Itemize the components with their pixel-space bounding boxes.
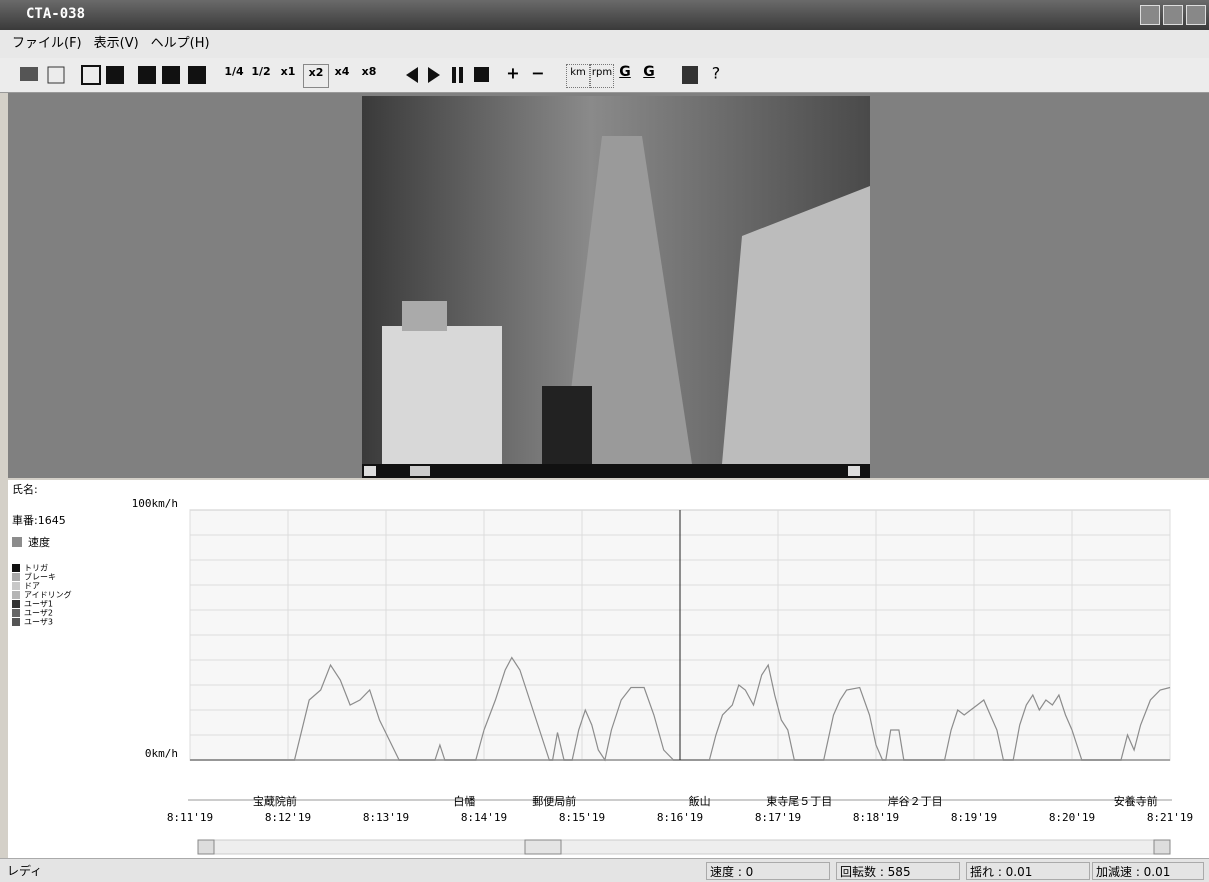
layout-3-icon[interactable]: [162, 66, 180, 84]
legend-label: ユーザ2: [24, 609, 53, 618]
legend-label: ブレーキ: [24, 572, 56, 582]
unit-button[interactable]: G: [638, 64, 660, 86]
layout-5-icon[interactable]: [188, 66, 206, 84]
x-tick-label: 8:17'19: [755, 811, 801, 824]
open-icon[interactable]: [20, 67, 38, 81]
legend-label: アイドリング: [24, 590, 72, 600]
x-tick-label: 8:18'19: [853, 811, 899, 824]
restore-button[interactable]: [1163, 5, 1183, 25]
legend-swatch: [12, 618, 20, 626]
export-icon[interactable]: [48, 67, 64, 83]
x-tick-label: 8:16'19: [657, 811, 703, 824]
status-field: 速度 : 0: [706, 862, 830, 880]
legend-swatch: [12, 573, 20, 581]
station-label: 東寺尾５丁目: [766, 795, 832, 808]
zoom-out-icon[interactable]: −: [531, 64, 544, 83]
menu-item[interactable]: 表示(V): [94, 36, 139, 51]
zoom-in-icon[interactable]: +: [506, 64, 519, 83]
title-bar: CTA-038: [0, 0, 1209, 30]
stop-button[interactable]: [474, 67, 489, 82]
app-window: CTA-038 ファイル(F)表示(V)ヘルプ(H) + − ? 1/41/2x…: [0, 0, 1209, 881]
status-field: 回転数 : 585: [836, 862, 960, 880]
station-label: 飯山: [689, 794, 711, 808]
scroll-thumb[interactable]: [525, 840, 561, 854]
status-field: 加減速 : 0.01: [1092, 862, 1204, 880]
speed-button[interactable]: x8: [357, 64, 381, 86]
vehicle-number: 車番:1645: [12, 513, 66, 527]
legend-swatch: [12, 600, 20, 608]
legend-label: ドア: [24, 582, 40, 591]
unit-button[interactable]: G: [614, 64, 636, 86]
speed-button[interactable]: x2: [303, 64, 329, 88]
pause-button[interactable]: [452, 67, 456, 83]
driver-name-label: 氏名:: [12, 482, 38, 496]
scrollbar-track: [198, 840, 1170, 854]
layout-4-icon[interactable]: [82, 66, 100, 84]
layout-1-icon[interactable]: [106, 66, 124, 84]
x-tick-label: 8:21'19: [1147, 811, 1193, 824]
toolbar-icons-2: ?: [676, 58, 736, 92]
video-frame: [362, 96, 870, 478]
back-button[interactable]: [406, 67, 418, 83]
legend-swatch: [12, 582, 20, 590]
speed-button[interactable]: x1: [276, 64, 300, 86]
station-label: 岸谷２丁目: [888, 795, 943, 808]
legend-label: ユーザ1: [24, 600, 53, 609]
help-icon[interactable]: ?: [712, 64, 721, 83]
speed-button[interactable]: 1/4: [222, 64, 246, 86]
layout-2-icon[interactable]: [138, 66, 156, 84]
legend-label: トリガ: [24, 563, 48, 573]
x-tick-label: 8:20'19: [1049, 811, 1095, 824]
x-tick-label: 8:12'19: [265, 811, 311, 824]
x-tick-label: 8:19'19: [951, 811, 997, 824]
legend-label: ユーザ3: [24, 618, 53, 627]
x-tick-label: 8:15'19: [559, 811, 605, 824]
play-button[interactable]: [428, 67, 440, 83]
scroll-left[interactable]: [198, 840, 214, 854]
minimize-button[interactable]: [1140, 5, 1160, 25]
menu-item[interactable]: ファイル(F): [12, 36, 82, 51]
unit-button[interactable]: rpm: [590, 64, 614, 88]
legend-label: 速度: [28, 535, 50, 549]
x-tick-label: 8:13'19: [363, 811, 409, 824]
pause-button-bar: [459, 67, 463, 83]
x-tick-label: 8:11'19: [167, 811, 213, 824]
legend-swatch: [12, 537, 22, 547]
chart-panel: 氏名: 車番:1645 8:11'19 8:12'19 8:13'19 8:14'19…: [8, 480, 1209, 858]
status-field: レディ: [4, 862, 124, 880]
status-field: 揺れ : 0.01: [966, 862, 1090, 880]
station-label: 安養寺前: [1114, 794, 1158, 808]
menu-bar: ファイル(F) 表示(V) ヘルプ(H): [0, 30, 1209, 58]
legend-swatch: [12, 564, 20, 572]
legend-swatch: [12, 591, 20, 599]
legend-swatch: [12, 609, 20, 617]
y-tick-label: 0km/h: [145, 747, 178, 760]
speed-button[interactable]: 1/2: [249, 64, 273, 86]
speed-button[interactable]: x4: [330, 64, 354, 86]
close-button[interactable]: [1186, 5, 1206, 25]
station-label: 白幡: [453, 794, 475, 808]
y-tick-label: 100km/h: [132, 497, 178, 510]
video-scroll-thumb[interactable]: [410, 466, 430, 476]
scroll-right[interactable]: [1154, 840, 1170, 854]
chart: 氏名: 車番:1645 8:11'19 8:12'19 8:13'19 8:14'19…: [8, 480, 1209, 858]
window-title: CTA-038: [26, 6, 85, 22]
x-tick-label: 8:14'19: [461, 811, 507, 824]
video-area: [8, 93, 1209, 478]
station-label: 郵便局前: [532, 794, 576, 808]
record-icon[interactable]: [682, 66, 698, 84]
station-label: 宝蔵院前: [253, 794, 297, 808]
unit-button[interactable]: km: [566, 64, 590, 88]
menu-item[interactable]: ヘルプ(H): [151, 36, 210, 51]
